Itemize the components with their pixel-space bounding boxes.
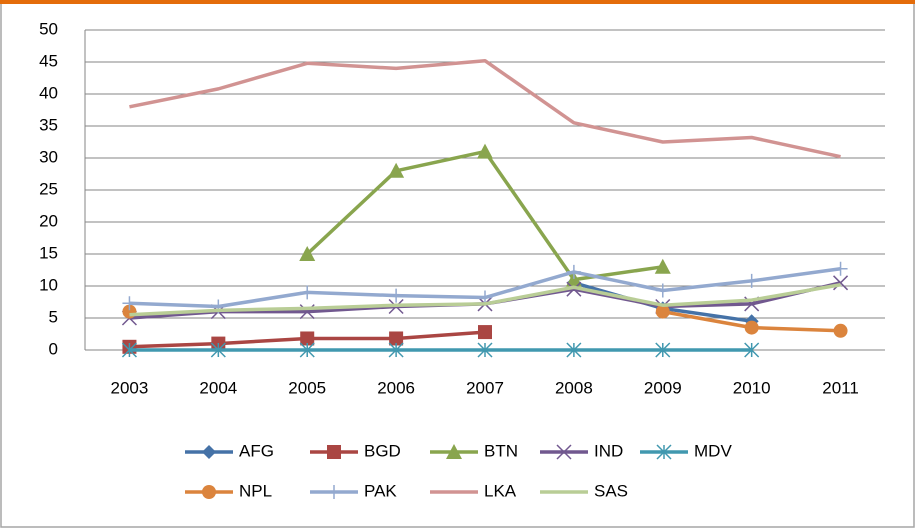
series-line: [129, 58, 841, 159]
y-tick-label: 0: [49, 339, 58, 358]
y-tick-label: 10: [39, 275, 58, 294]
marker: [833, 261, 848, 276]
marker: [744, 320, 759, 335]
marker: [388, 342, 404, 358]
marker: [327, 485, 341, 499]
marker: [388, 162, 405, 178]
marker: [833, 275, 849, 291]
y-tick-label: 40: [39, 83, 58, 102]
marker: [654, 258, 671, 274]
marker: [655, 342, 671, 358]
marker: [122, 296, 137, 311]
x-tick-label: 2004: [199, 378, 237, 397]
marker: [566, 281, 582, 297]
marker: [121, 342, 137, 358]
legend-item: LKA: [430, 481, 517, 500]
x-tick-label: 2007: [466, 378, 504, 397]
legend-label: AFG: [239, 441, 274, 460]
y-tick-label: 15: [39, 243, 58, 262]
legend-label: SAS: [594, 481, 628, 500]
legend-item: SAS: [540, 481, 628, 500]
top-accent: [0, 0, 915, 4]
marker: [389, 331, 404, 346]
marker: [327, 445, 341, 459]
marker: [477, 143, 493, 159]
marker: [202, 485, 216, 499]
legend-item: NPL: [185, 481, 272, 500]
x-tick-label: 2006: [377, 378, 415, 397]
marker: [389, 288, 404, 303]
y-tick-label: 5: [49, 307, 58, 326]
marker: [744, 342, 760, 358]
legend-label: PAK: [364, 481, 397, 500]
series-line: [129, 282, 841, 317]
marker: [565, 271, 582, 287]
y-tick-label: 45: [39, 51, 58, 70]
marker: [300, 285, 315, 300]
marker: [744, 273, 759, 288]
x-tick-label: 2011: [822, 378, 859, 397]
legend-label: MDV: [694, 441, 732, 460]
marker: [656, 444, 672, 460]
x-tick-label: 2008: [555, 378, 593, 397]
y-tick-label: 30: [39, 147, 58, 166]
legend-item: AFG: [185, 441, 274, 460]
marker: [446, 444, 462, 459]
marker: [566, 342, 582, 358]
y-tick-label: 35: [39, 115, 58, 134]
legend-label: NPL: [239, 481, 272, 500]
x-tick-label: 2010: [733, 378, 771, 397]
marker: [655, 304, 670, 319]
marker: [478, 325, 492, 340]
legend-label: IND: [594, 441, 623, 460]
x-tick-label: 2009: [644, 378, 682, 397]
legend-item: BTN: [430, 441, 518, 460]
legend-label: LKA: [484, 481, 517, 500]
legend-item: IND: [540, 441, 623, 460]
y-tick-label: 50: [39, 19, 58, 38]
marker: [833, 323, 848, 338]
y-tick-label: 25: [39, 179, 58, 198]
legend-label: BTN: [484, 441, 518, 460]
legend-item: MDV: [640, 441, 732, 460]
marker: [655, 283, 670, 298]
marker: [210, 342, 226, 358]
legend-item: PAK: [310, 481, 397, 500]
legend-item: BGD: [310, 441, 401, 460]
y-tick-label: 20: [39, 211, 58, 230]
marker: [202, 445, 216, 459]
marker: [299, 246, 316, 261]
marker: [556, 444, 572, 460]
x-tick-label: 2005: [288, 378, 326, 397]
legend-label: BGD: [364, 441, 401, 460]
marker: [299, 342, 315, 358]
marker: [566, 264, 581, 279]
marker: [300, 331, 315, 346]
marker: [477, 342, 493, 358]
x-tick-label: 2003: [111, 378, 149, 397]
